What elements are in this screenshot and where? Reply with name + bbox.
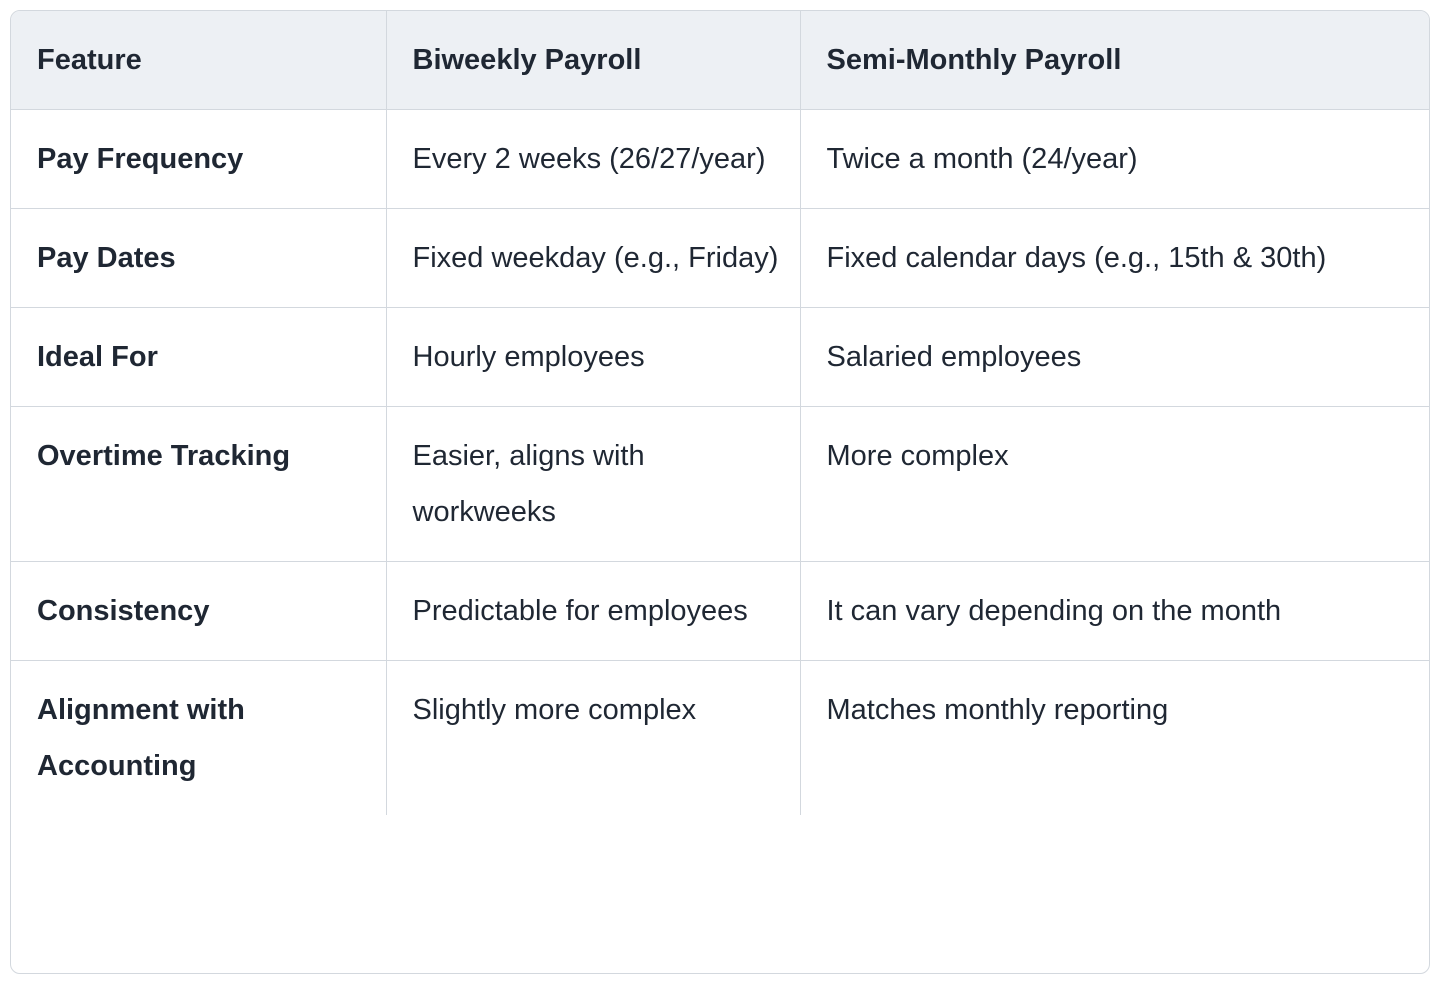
- table-row: Overtime Tracking Easier, aligns with wor…: [11, 406, 1429, 562]
- value-cell: Salaried employees: [800, 307, 1429, 407]
- feature-cell: Pay Frequency: [11, 109, 387, 209]
- feature-cell: Pay Dates: [11, 208, 387, 308]
- header-cell: Feature: [11, 11, 387, 110]
- value-cell: Every 2 weeks (26/27/year): [386, 109, 801, 209]
- table-row: Ideal For Hourly employees Salaried employ…: [11, 307, 1429, 407]
- table-row: Alignment with Accounting Slightly more c…: [11, 660, 1429, 815]
- value-cell: Fixed weekday (e.g., Friday): [386, 208, 801, 308]
- header-cell: Biweekly Payroll: [386, 11, 801, 110]
- value-cell: Fixed calendar days (e.g., 15th & 30th): [800, 208, 1429, 308]
- header-cell: Semi-Monthly Payroll: [800, 11, 1429, 110]
- header-row: Feature Biweekly Payroll Semi-Monthly Payr…: [11, 11, 1429, 110]
- value-cell: Slightly more complex: [386, 660, 801, 815]
- table-row: Consistency Predictable for employees It c…: [11, 561, 1429, 661]
- feature-cell: Overtime Tracking: [11, 406, 387, 562]
- comparison-table: Feature Biweekly Payroll Semi-Monthly Payr…: [11, 11, 1429, 815]
- value-cell: Hourly employees: [386, 307, 801, 407]
- value-cell: Matches monthly reporting: [826, 694, 1169, 726]
- feature-cell: Alignment with Accounting: [11, 660, 387, 815]
- value-cell: Twice a month (24/year): [800, 109, 1429, 209]
- value-cell: Easier, aligns with workweeks: [386, 406, 801, 562]
- table-container: Feature Biweekly Payroll Semi-Monthly Payr…: [10, 10, 1430, 974]
- feature-cell: Consistency: [11, 561, 387, 661]
- table-row: Pay Dates Fixed weekday (e.g., Friday) Fix…: [11, 208, 1429, 308]
- value-cell: It can vary depending on the month: [800, 561, 1429, 661]
- table-row: Pay Frequency Every 2 weeks (26/27/year) T…: [11, 109, 1429, 209]
- value-cell: More complex: [800, 406, 1429, 562]
- feature-cell: Ideal For: [11, 307, 387, 407]
- value-cell: Predictable for employees: [386, 561, 801, 661]
